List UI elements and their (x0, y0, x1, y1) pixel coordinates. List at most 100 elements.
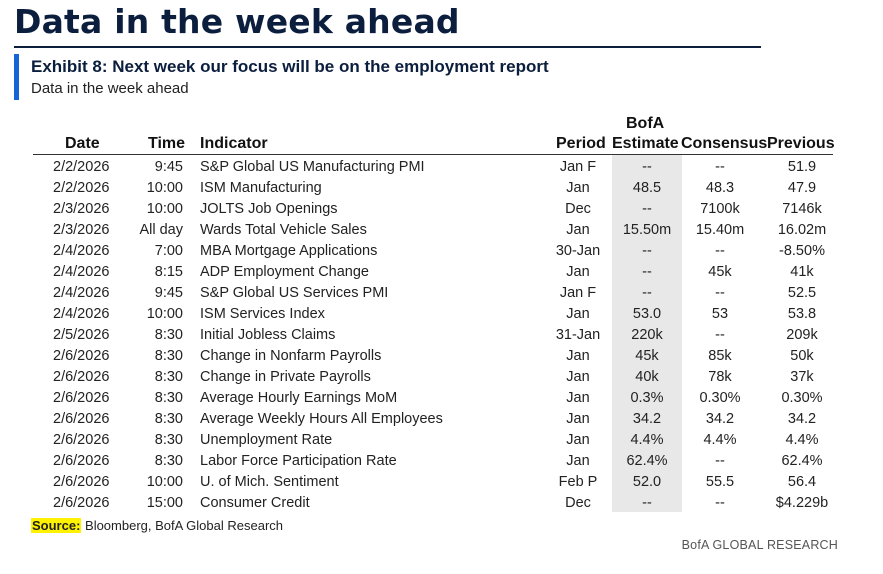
cell-consensus: 15.40m (695, 222, 745, 238)
cell-consensus: -- (715, 453, 725, 469)
cell-estimate: 220k (631, 327, 663, 343)
cell-period: Jan (566, 264, 590, 280)
table-row: 2/4/2026 7:00 MBA Mortgage Applications … (0, 241, 883, 262)
cell-previous: 41k (790, 264, 814, 280)
cell-previous: 52.5 (787, 285, 817, 301)
cell-date: 2/6/2026 (53, 474, 110, 490)
cell-estimate: 62.4% (626, 453, 668, 469)
header-consensus: Consensus (681, 135, 768, 152)
cell-date: 2/4/2026 (53, 243, 110, 259)
cell-period: Jan (566, 180, 590, 196)
cell-period: Jan (566, 432, 590, 448)
cell-date: 2/3/2026 (53, 222, 110, 238)
cell-estimate: -- (642, 201, 652, 217)
cell-estimate: 52.0 (632, 474, 662, 490)
cell-period: Jan (566, 348, 590, 364)
cell-indicator: ISM Manufacturing (200, 180, 322, 196)
table-row: 2/4/2026 8:15 ADP Employment Change Jan … (0, 262, 883, 283)
exhibit-accent-bar (14, 54, 19, 100)
title-divider (14, 46, 761, 48)
cell-period: Jan (566, 369, 590, 385)
cell-estimate: -- (642, 495, 652, 511)
cell-time: 8:30 (154, 327, 183, 343)
cell-time: 8:30 (154, 390, 183, 406)
cell-time: 10:00 (146, 474, 183, 490)
cell-estimate: 15.50m (622, 222, 672, 238)
cell-time: All day (139, 222, 183, 238)
header-previous: Previous (767, 135, 835, 152)
cell-time: 8:30 (154, 453, 183, 469)
cell-consensus: 34.2 (705, 411, 735, 427)
table-row: 2/2/2026 9:45 S&P Global US Manufacturin… (0, 157, 883, 178)
cell-date: 2/4/2026 (53, 285, 110, 301)
cell-previous: 37k (790, 369, 814, 385)
cell-indicator: Labor Force Participation Rate (200, 453, 397, 469)
table-row: 2/6/2026 8:30 Change in Nonfarm Payrolls… (0, 346, 883, 367)
cell-indicator: Wards Total Vehicle Sales (200, 222, 367, 238)
header-date: Date (65, 135, 100, 152)
cell-previous: -8.50% (779, 243, 825, 259)
table-row: 2/6/2026 8:30 Change in Private Payrolls… (0, 367, 883, 388)
exhibit-subheading: Data in the week ahead (31, 80, 189, 97)
cell-period: 30-Jan (555, 243, 601, 259)
table-row: 2/6/2026 15:00 Consumer Credit Dec -- --… (0, 493, 883, 514)
cell-date: 2/6/2026 (53, 369, 110, 385)
cell-date: 2/3/2026 (53, 201, 110, 217)
table-row: 2/5/2026 8:30 Initial Jobless Claims 31-… (0, 325, 883, 346)
header-estimate-line1: BofA (626, 115, 665, 132)
cell-time: 8:15 (154, 264, 183, 280)
cell-indicator: Average Hourly Earnings MoM (200, 390, 398, 406)
cell-previous: $4.229b (775, 495, 829, 511)
cell-period: 31-Jan (555, 327, 601, 343)
cell-period: Jan (566, 306, 590, 322)
cell-estimate: -- (642, 243, 652, 259)
cell-time: 8:30 (154, 432, 183, 448)
cell-estimate: -- (642, 285, 652, 301)
cell-date: 2/6/2026 (53, 390, 110, 406)
cell-indicator: S&P Global US Manufacturing PMI (200, 159, 425, 175)
source-note: Source: Bloomberg, BofA Global Research (31, 518, 283, 533)
cell-previous: 209k (786, 327, 818, 343)
cell-indicator: Average Weekly Hours All Employees (200, 411, 443, 427)
cell-estimate: 53.0 (632, 306, 662, 322)
table-row: 2/6/2026 10:00 U. of Mich. Sentiment Feb… (0, 472, 883, 493)
cell-time: 8:30 (154, 411, 183, 427)
cell-estimate: 34.2 (632, 411, 662, 427)
cell-consensus: 53 (711, 306, 729, 322)
cell-time: 15:00 (146, 495, 183, 511)
cell-time: 10:00 (146, 201, 183, 217)
cell-previous: 62.4% (781, 453, 823, 469)
cell-estimate: 0.3% (630, 390, 664, 406)
table-row: 2/6/2026 8:30 Average Weekly Hours All E… (0, 409, 883, 430)
cell-period: Feb P (558, 474, 598, 490)
cell-consensus: 4.4% (703, 432, 737, 448)
cell-period: Jan (566, 453, 590, 469)
cell-estimate: -- (642, 159, 652, 175)
footer-brand: BofA GLOBAL RESEARCH (681, 538, 838, 552)
cell-estimate: 45k (635, 348, 659, 364)
table-row: 2/6/2026 8:30 Labor Force Participation … (0, 451, 883, 472)
cell-indicator: Unemployment Rate (200, 432, 333, 448)
cell-period: Dec (565, 201, 591, 217)
estimate-column-shading (612, 155, 682, 512)
cell-period: Jan (566, 411, 590, 427)
header-indicator: Indicator (200, 135, 268, 152)
cell-previous: 53.8 (787, 306, 817, 322)
cell-previous: 34.2 (787, 411, 817, 427)
cell-previous: 51.9 (787, 159, 817, 175)
cell-consensus: 85k (708, 348, 732, 364)
cell-estimate: -- (642, 264, 652, 280)
cell-consensus: -- (715, 159, 725, 175)
cell-time: 10:00 (146, 306, 183, 322)
cell-date: 2/6/2026 (53, 348, 110, 364)
table-row: 2/6/2026 8:30 Average Hourly Earnings Mo… (0, 388, 883, 409)
cell-date: 2/6/2026 (53, 453, 110, 469)
header-estimate-line2: Estimate (612, 135, 679, 152)
cell-date: 2/6/2026 (53, 411, 110, 427)
cell-estimate: 4.4% (630, 432, 664, 448)
header-time: Time (148, 135, 186, 152)
cell-previous: 4.4% (785, 432, 819, 448)
cell-consensus: -- (715, 285, 725, 301)
table-row: 2/4/2026 10:00 ISM Services Index Jan 53… (0, 304, 883, 325)
cell-indicator: JOLTS Job Openings (200, 201, 338, 217)
